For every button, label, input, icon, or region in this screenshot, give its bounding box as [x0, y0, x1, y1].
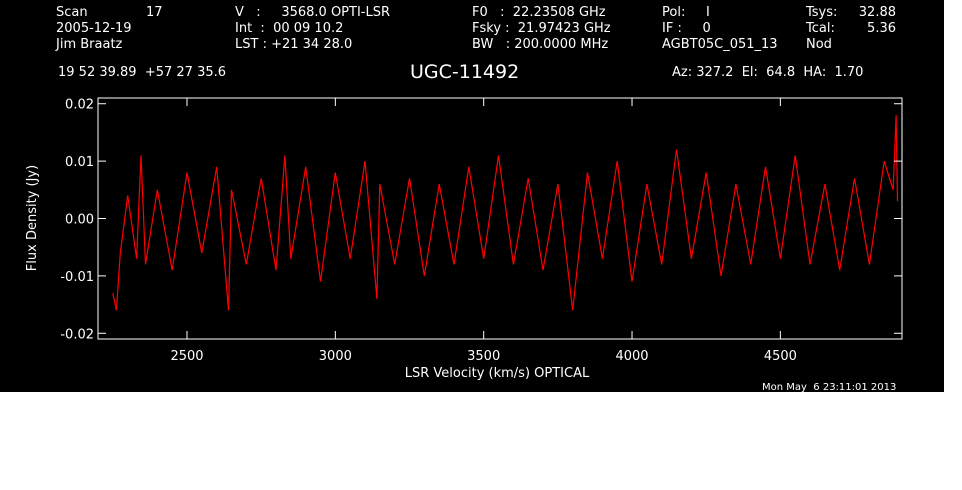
x-tick-label: 4000 — [615, 349, 648, 364]
tsys-label: Tsys: — [806, 5, 838, 20]
tcal-value: 5.36 — [867, 21, 896, 36]
x-tick-label: 3000 — [319, 349, 352, 364]
observation-date: 2005-12-19 — [56, 21, 132, 36]
tcal-label: Tcal: — [806, 21, 835, 36]
observing-mode: Nod — [806, 37, 832, 52]
scan-label: Scan — [56, 5, 88, 20]
x-tick-label: 4500 — [764, 349, 797, 364]
source-coordinates: 19 52 39.89 +57 27 35.6 — [58, 65, 227, 80]
bandwidth-readout: BW : 200.0000 MHz — [472, 37, 609, 52]
spectrum-plot: Scan 17 2005-12-19 Jim Braatz V : 3568.0… — [0, 0, 944, 393]
spectrum-trace — [112, 115, 899, 311]
x-tick-label: 3500 — [467, 349, 500, 364]
y-tick-label: -0.02 — [60, 327, 94, 342]
fsky-readout: Fsky : 21.97423 GHz — [472, 21, 611, 36]
y-tick-label: 0.00 — [65, 213, 94, 228]
source-name: UGC-11492 — [410, 61, 520, 83]
lst-readout: LST : +21 34 28.0 — [235, 37, 353, 52]
if-readout: IF : 0 — [662, 21, 711, 36]
y-tick-label: -0.01 — [60, 270, 94, 285]
timestamp: Mon May 6 23:11:01 2013 — [762, 382, 897, 393]
scan-value: 17 — [146, 5, 163, 20]
velocity-readout: V : 3568.0 OPTI-LSR — [235, 5, 391, 20]
polarization-readout: Pol: I — [662, 5, 710, 20]
y-tick-label: 0.02 — [65, 98, 94, 113]
plot-frame — [97, 97, 903, 340]
x-tick-label: 2500 — [170, 349, 203, 364]
observer-name: Jim Braatz — [56, 37, 123, 52]
y-axis-label: Flux Density (Jy) — [25, 165, 40, 271]
tsys-value: 32.88 — [858, 5, 896, 20]
x-axis-label: LSR Velocity (km/s) OPTICAL — [405, 366, 590, 381]
az-el-ha-readout: Az: 327.2 El: 64.8 HA: 1.70 — [672, 65, 864, 80]
integration-readout: Int : 00 09 10.2 — [235, 21, 344, 36]
spectrum-chart: 2500 3000 3500 4000 4500 -0.02 -0.01 0.00 0.01 0.… — [25, 97, 903, 381]
f0-readout: F0 : 22.23508 GHz — [472, 5, 606, 20]
y-tick-label: 0.01 — [65, 155, 94, 170]
project-id: AGBT05C_051_13 — [662, 37, 778, 52]
